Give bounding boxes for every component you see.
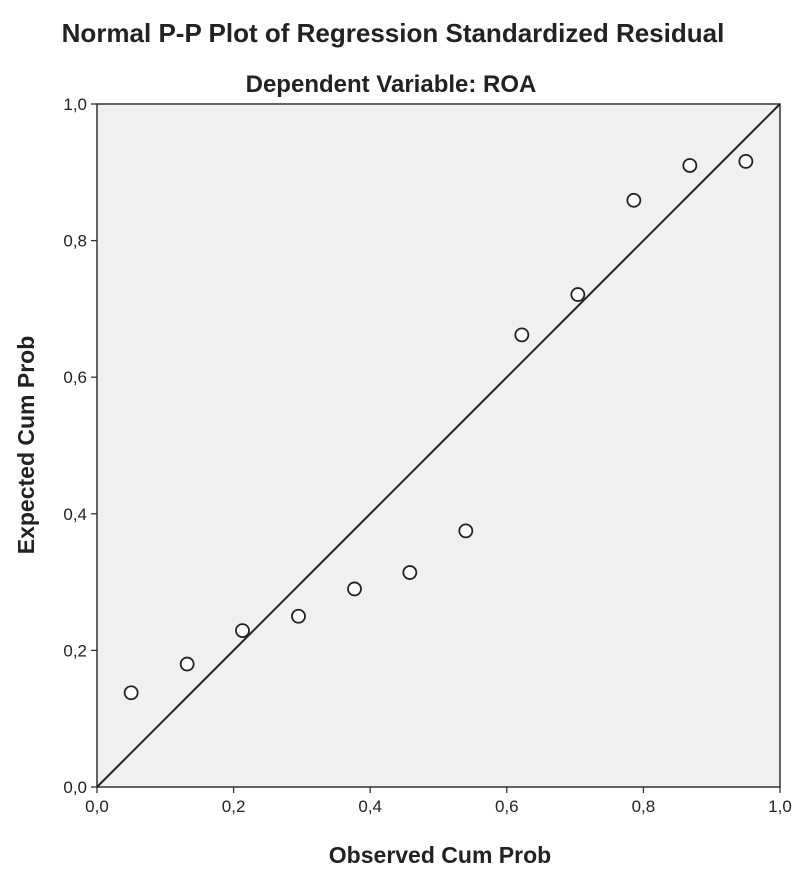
data-point xyxy=(179,656,195,672)
y-tick-label: 1,0 xyxy=(63,95,87,114)
axes: 0,0 0,2 0,4 0,6 0,8 1,0 0,0 0,2 0,4 0,6 0,8 1,0 xyxy=(63,95,791,816)
data-point xyxy=(347,581,362,597)
y-tick-label: 0,8 xyxy=(63,232,87,251)
chart-subtitle: Dependent Variable: ROA xyxy=(246,71,537,98)
y-tick-label: 0,4 xyxy=(63,505,87,524)
data-point xyxy=(402,565,418,580)
x-tick-label: 0,0 xyxy=(85,797,109,816)
data-point xyxy=(626,192,642,208)
data-point xyxy=(682,158,698,173)
y-tick-label: 0,2 xyxy=(63,641,87,660)
y-axis-title: Expected Cum Prob xyxy=(13,336,39,555)
y-tick-label: 0,0 xyxy=(63,778,87,797)
reference-diagonal-line xyxy=(96,103,781,788)
data-point xyxy=(123,685,139,701)
x-tick-label: 0,8 xyxy=(632,797,656,816)
reference-line-group xyxy=(96,103,781,788)
data-points xyxy=(123,153,754,701)
data-point xyxy=(458,523,474,539)
x-tick-label: 0,4 xyxy=(358,797,382,816)
x-axis-title: Observed Cum Prob xyxy=(329,842,551,868)
chart-title: Normal P-P Plot of Regression Standardiz… xyxy=(62,18,725,48)
data-point xyxy=(738,153,754,169)
data-point xyxy=(514,327,530,343)
x-tick-label: 0,2 xyxy=(222,797,246,816)
y-tick-label: 0,6 xyxy=(63,368,87,387)
data-point xyxy=(291,608,306,624)
data-point xyxy=(235,623,250,638)
data-point xyxy=(570,287,586,302)
x-tick-label: 1,0 xyxy=(768,797,792,816)
x-tick-label: 0,6 xyxy=(495,797,519,816)
